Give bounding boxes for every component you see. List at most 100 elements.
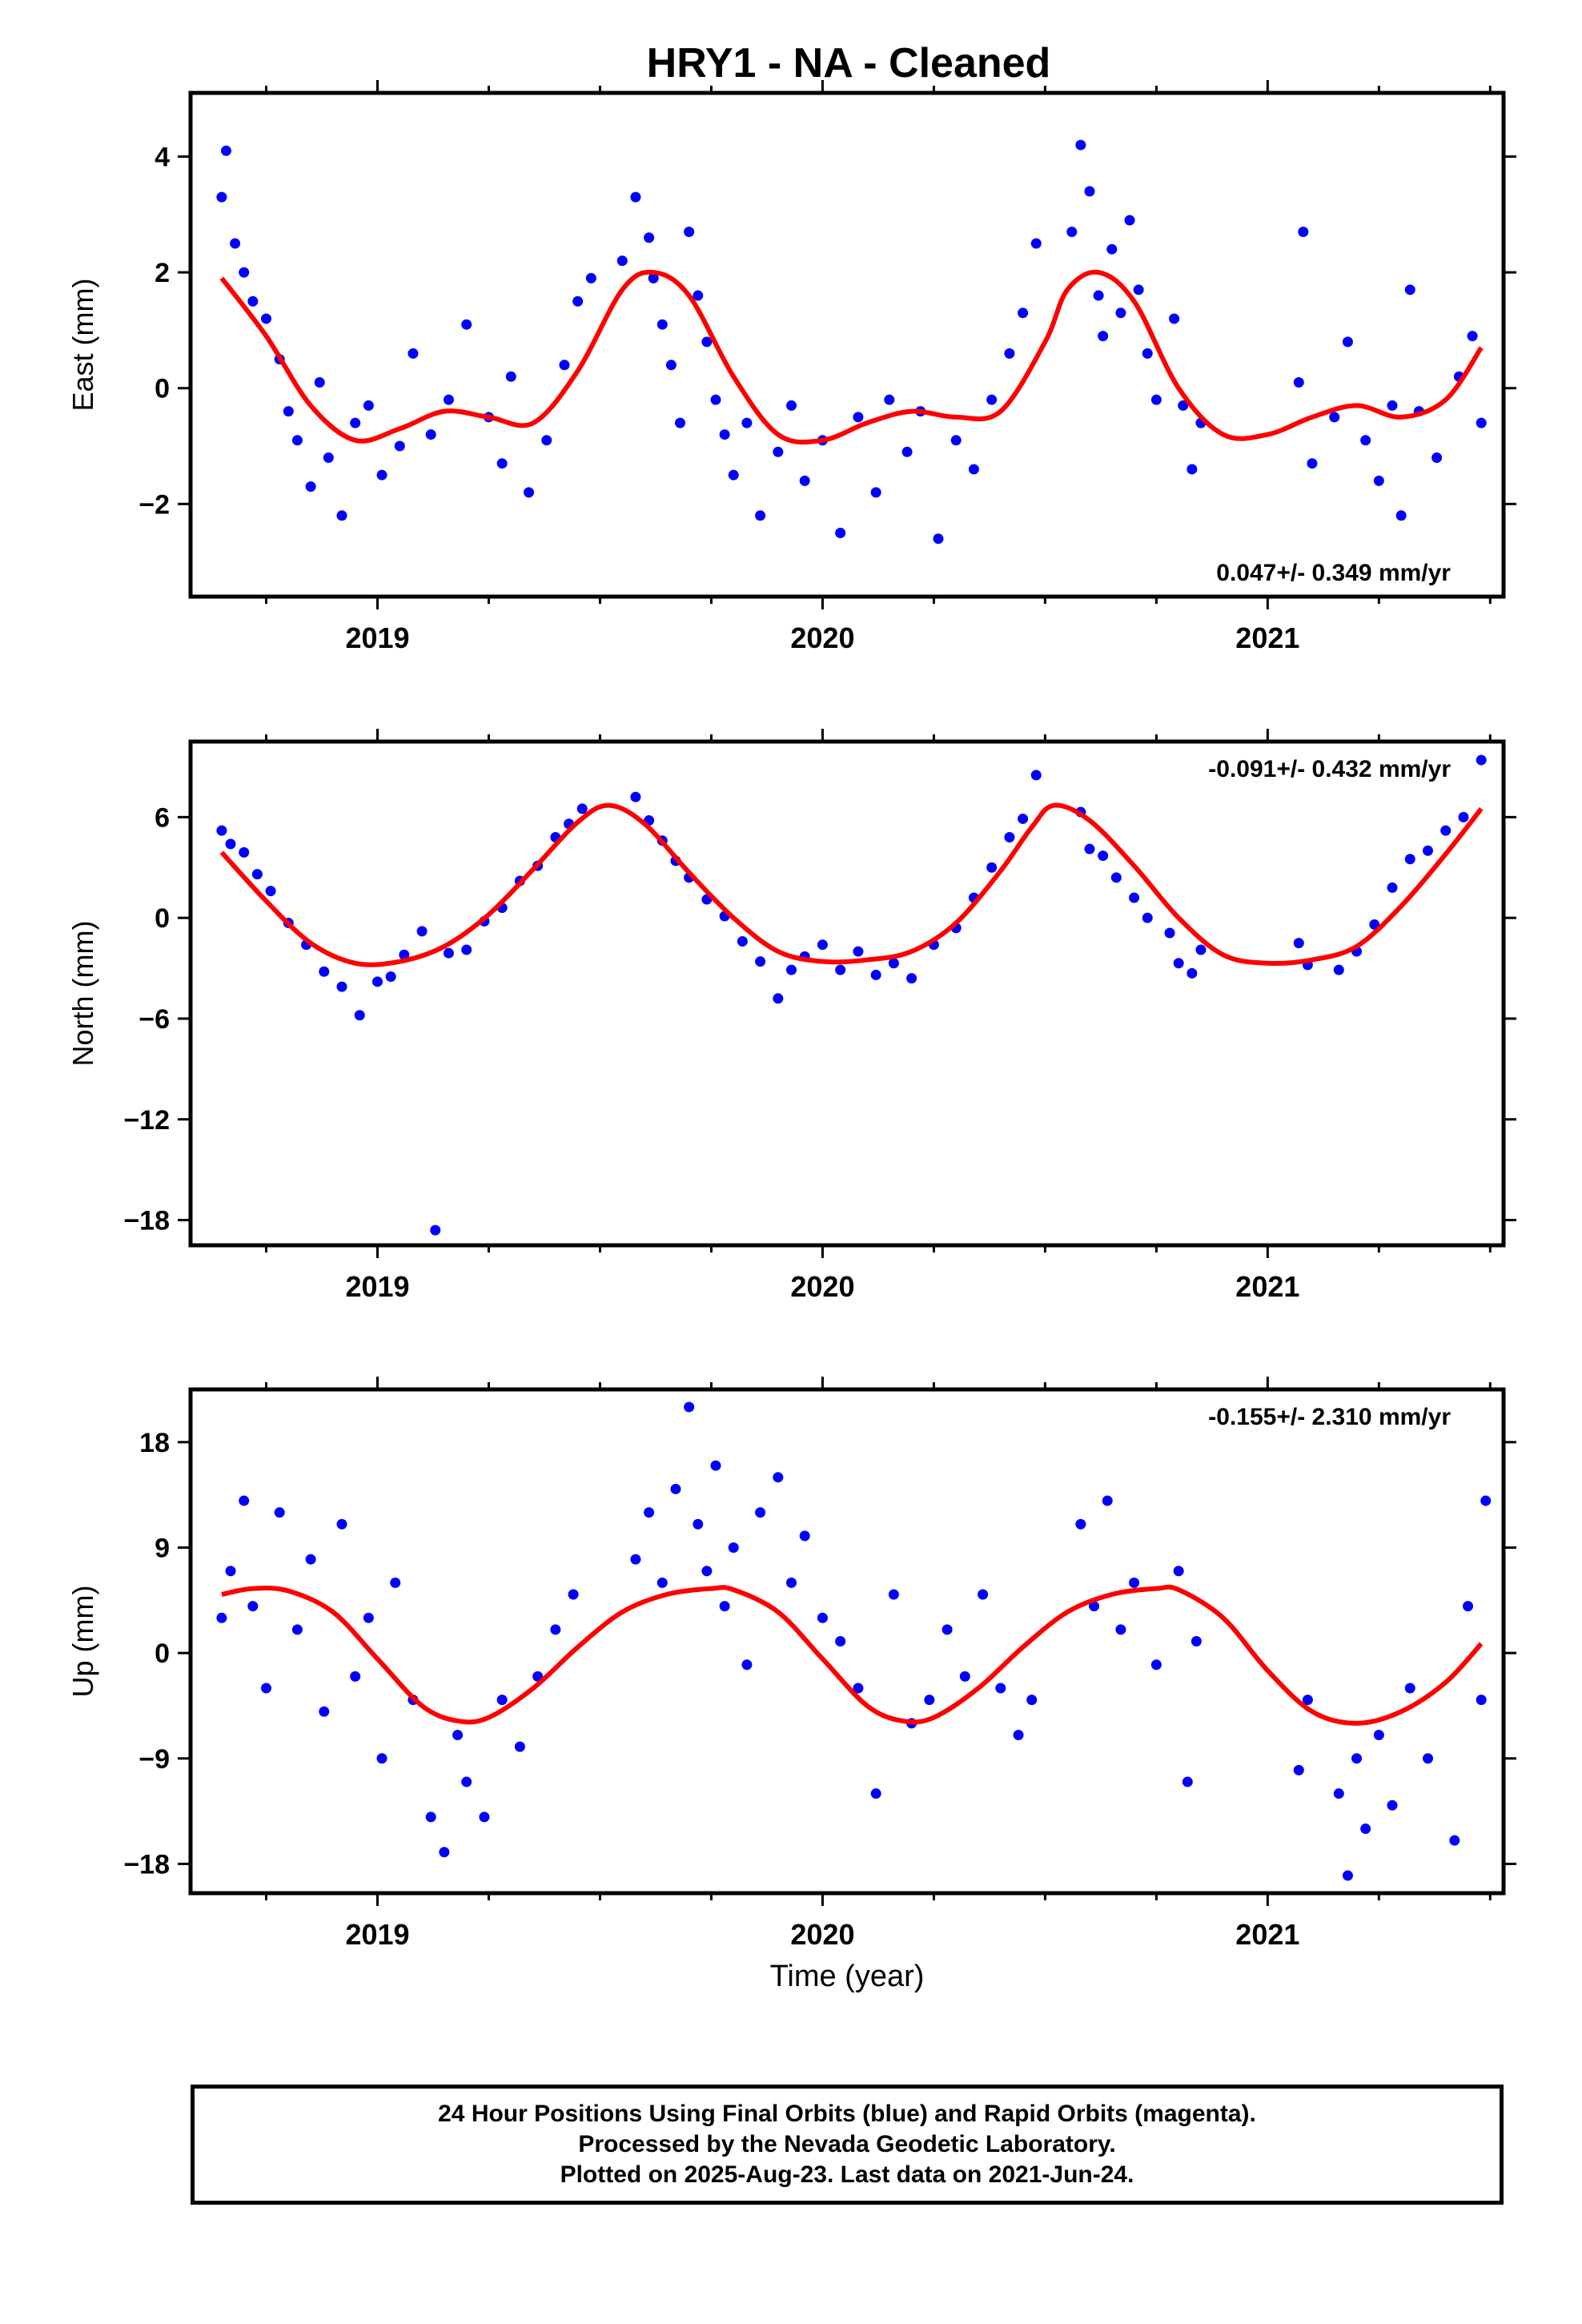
data-point xyxy=(354,1010,365,1021)
data-point xyxy=(1387,882,1398,893)
y-tick-label: 0 xyxy=(155,1638,170,1669)
data-point xyxy=(1098,331,1109,342)
data-point xyxy=(1115,308,1126,319)
footer-box: 24 Hour Positions Using Final Orbits (bl… xyxy=(191,2085,1504,2205)
data-point xyxy=(363,400,374,411)
data-point xyxy=(350,417,361,428)
data-point xyxy=(390,1577,401,1588)
data-point xyxy=(644,232,655,243)
data-point xyxy=(1150,1659,1162,1671)
y-axis-label: East (mm) xyxy=(66,279,99,412)
data-point xyxy=(1191,1636,1202,1647)
data-point xyxy=(773,993,784,1004)
data-point xyxy=(425,1811,436,1823)
data-point xyxy=(1102,1495,1113,1506)
chart-title: HRY1 - NA - Cleaned xyxy=(647,40,1051,86)
data-point xyxy=(514,1741,525,1752)
footer-line-1: 24 Hour Positions Using Final Orbits (bl… xyxy=(438,2101,1256,2127)
data-point xyxy=(693,290,704,301)
data-point xyxy=(684,1401,695,1413)
data-point xyxy=(239,267,250,278)
y-tick-label: −2 xyxy=(139,489,170,520)
rate-label: -0.155+/- 2.310 mm/yr xyxy=(1208,1404,1451,1430)
footer-line-2: Processed by the Nevada Geodetic Laborat… xyxy=(578,2131,1116,2157)
data-point xyxy=(1004,832,1015,843)
x-tick-label: 2020 xyxy=(790,1270,854,1303)
data-point xyxy=(399,949,410,960)
x-tick-label: 2021 xyxy=(1235,1270,1299,1303)
y-axis-label: North (mm) xyxy=(66,921,99,1067)
data-point xyxy=(319,966,330,977)
data-point xyxy=(1178,400,1189,411)
x-tick-label: 2019 xyxy=(345,1270,409,1303)
panel-2: 2019 2020 2021 6 0 −6 −12 −18 North (mm) -0.091+/… xyxy=(66,729,1516,1303)
data-point xyxy=(1333,1788,1344,1799)
plot-area xyxy=(216,139,1487,545)
data-point xyxy=(443,947,454,959)
data-point xyxy=(283,406,294,417)
x-tick-label: 2019 xyxy=(345,621,409,654)
rate-label: 0.047+/- 0.349 mm/yr xyxy=(1216,560,1451,586)
data-point xyxy=(1075,1518,1086,1530)
data-point xyxy=(1066,227,1078,238)
data-point xyxy=(888,1589,899,1600)
x-tick-label: 2020 xyxy=(790,621,854,654)
data-point xyxy=(741,417,753,428)
data-point xyxy=(648,272,659,283)
y-axis-label: Up (mm) xyxy=(66,1586,99,1698)
data-point xyxy=(1110,872,1122,883)
data-point xyxy=(1182,1776,1193,1787)
data-point xyxy=(247,296,259,307)
data-point xyxy=(1164,927,1175,939)
data-point xyxy=(968,464,979,475)
data-point xyxy=(853,1683,864,1694)
data-point xyxy=(1307,458,1318,469)
data-point xyxy=(656,319,668,330)
data-point xyxy=(1142,912,1153,923)
data-point xyxy=(1373,1730,1384,1741)
data-point xyxy=(1133,284,1144,296)
data-point xyxy=(247,1601,259,1612)
plot-frame xyxy=(188,1387,1506,1896)
data-point xyxy=(924,1695,935,1706)
y-tick-label: 6 xyxy=(155,802,170,833)
data-point xyxy=(452,1730,464,1741)
data-point xyxy=(1106,243,1118,255)
data-point xyxy=(371,976,383,987)
data-point xyxy=(550,1624,561,1635)
data-point xyxy=(251,869,263,880)
data-point xyxy=(430,1224,441,1236)
data-point xyxy=(1089,1601,1100,1612)
data-point xyxy=(274,1507,285,1518)
data-point xyxy=(719,1601,730,1612)
data-point xyxy=(1115,1624,1126,1635)
data-point xyxy=(1298,227,1309,238)
data-point xyxy=(755,956,766,967)
data-point xyxy=(710,394,721,405)
data-point xyxy=(835,1636,846,1647)
data-point xyxy=(496,458,508,469)
data-point xyxy=(585,272,596,283)
data-point xyxy=(1018,308,1029,319)
data-point xyxy=(439,1847,450,1858)
data-point xyxy=(995,1683,1006,1694)
data-point xyxy=(786,400,797,411)
data-point xyxy=(216,191,227,203)
y-tick-label: −9 xyxy=(139,1744,170,1775)
data-point xyxy=(986,862,998,873)
data-point xyxy=(1360,435,1371,446)
data-point xyxy=(835,964,846,975)
data-point xyxy=(1404,1683,1415,1694)
data-point xyxy=(1018,813,1029,824)
data-point xyxy=(416,926,428,937)
data-point xyxy=(737,936,748,947)
data-point xyxy=(1463,1601,1474,1612)
data-point xyxy=(616,255,628,267)
panel-1: 2019 2020 2021 4 2 0 −2 East (mm) 0.047+/- 0.349… xyxy=(66,80,1516,654)
data-point xyxy=(1195,944,1207,955)
data-point xyxy=(461,319,472,330)
data-point xyxy=(684,227,695,238)
data-point xyxy=(1387,1799,1398,1811)
data-point xyxy=(1129,892,1140,903)
data-point xyxy=(220,145,231,156)
